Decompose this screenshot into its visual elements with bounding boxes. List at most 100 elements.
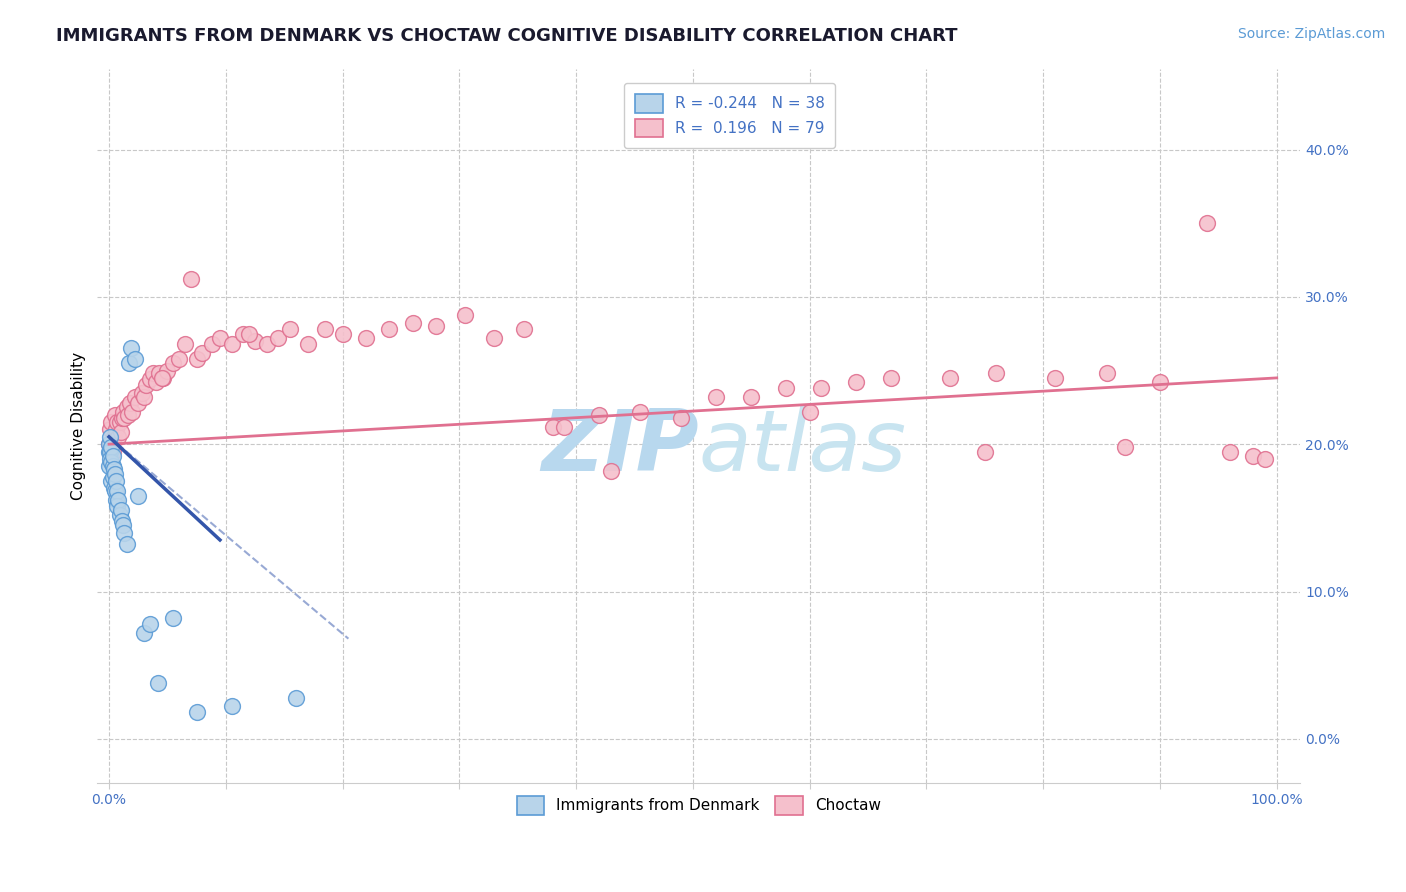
Point (314, 322, 336, 336)
Point (108, 415, 131, 429)
Point (132, 625, 155, 640)
Point (669, 410, 692, 425)
Point (553, 419, 575, 434)
Y-axis label: Cognitive Disability: Cognitive Disability (72, 351, 86, 500)
Point (139, 372, 162, 386)
Point (98, 444, 121, 458)
Point (243, 334, 266, 348)
Point (111, 514, 134, 528)
Point (124, 390, 146, 404)
Point (1097, 367, 1119, 381)
Point (845, 376, 868, 390)
Point (425, 319, 447, 334)
Point (186, 706, 208, 720)
Point (118, 396, 141, 410)
Point (799, 405, 821, 419)
Point (238, 326, 260, 341)
Point (101, 449, 124, 463)
Point (103, 430, 125, 444)
Point (704, 390, 727, 404)
Point (135, 378, 157, 392)
Point (104, 484, 127, 499)
Point (628, 405, 651, 419)
Point (600, 464, 623, 478)
Point (103, 482, 125, 496)
Point (108, 508, 131, 522)
Point (131, 385, 153, 400)
Point (167, 351, 190, 366)
Point (354, 331, 377, 345)
Point (105, 499, 128, 513)
Point (118, 356, 141, 370)
Point (127, 489, 149, 503)
Point (112, 518, 135, 533)
Point (98, 459, 121, 474)
Text: atlas: atlas (699, 406, 907, 489)
Point (117, 408, 139, 422)
Point (174, 337, 197, 351)
Point (208, 331, 231, 345)
Point (1195, 216, 1218, 230)
Point (378, 322, 401, 336)
Point (98, 437, 121, 451)
Point (232, 326, 254, 341)
Point (111, 410, 134, 425)
Text: Source: ZipAtlas.com: Source: ZipAtlas.com (1237, 27, 1385, 41)
Point (221, 337, 243, 351)
Point (101, 444, 124, 458)
Point (278, 322, 301, 336)
Point (145, 376, 167, 390)
Point (120, 342, 142, 356)
Point (1219, 444, 1241, 458)
Point (810, 381, 832, 395)
Point (201, 337, 224, 351)
Point (484, 331, 506, 345)
Point (100, 415, 122, 429)
Point (148, 367, 170, 381)
Point (297, 337, 319, 351)
Point (150, 371, 173, 385)
Point (454, 308, 477, 322)
Point (105, 474, 128, 488)
Point (401, 317, 423, 331)
Point (107, 493, 129, 508)
Point (105, 484, 128, 499)
Point (112, 405, 135, 419)
Text: ZIP: ZIP (541, 406, 699, 489)
Point (1114, 440, 1136, 454)
Point (156, 363, 179, 377)
Point (284, 690, 307, 705)
Point (105, 415, 128, 429)
Point (139, 616, 162, 631)
Point (105, 422, 128, 436)
Point (112, 410, 135, 425)
Point (115, 537, 138, 551)
Point (939, 371, 962, 385)
Point (115, 401, 138, 415)
Point (110, 425, 132, 440)
Point (98, 422, 121, 436)
Point (1254, 451, 1277, 466)
Point (880, 371, 903, 385)
Point (1043, 371, 1066, 385)
Point (105, 493, 128, 508)
Point (121, 405, 143, 419)
Point (101, 469, 124, 483)
Point (101, 459, 124, 474)
Point (191, 346, 214, 360)
Point (127, 396, 149, 410)
Point (267, 331, 290, 345)
Point (162, 356, 184, 370)
Point (104, 408, 127, 422)
Point (146, 676, 169, 690)
Point (110, 503, 132, 517)
Point (1241, 449, 1264, 463)
Point (104, 467, 127, 481)
Point (162, 611, 184, 625)
Legend: Immigrants from Denmark, Choctaw: Immigrants from Denmark, Choctaw (506, 785, 891, 825)
Point (256, 337, 278, 351)
Point (98, 437, 121, 451)
Point (100, 440, 122, 454)
Point (973, 444, 995, 458)
Point (186, 351, 208, 366)
